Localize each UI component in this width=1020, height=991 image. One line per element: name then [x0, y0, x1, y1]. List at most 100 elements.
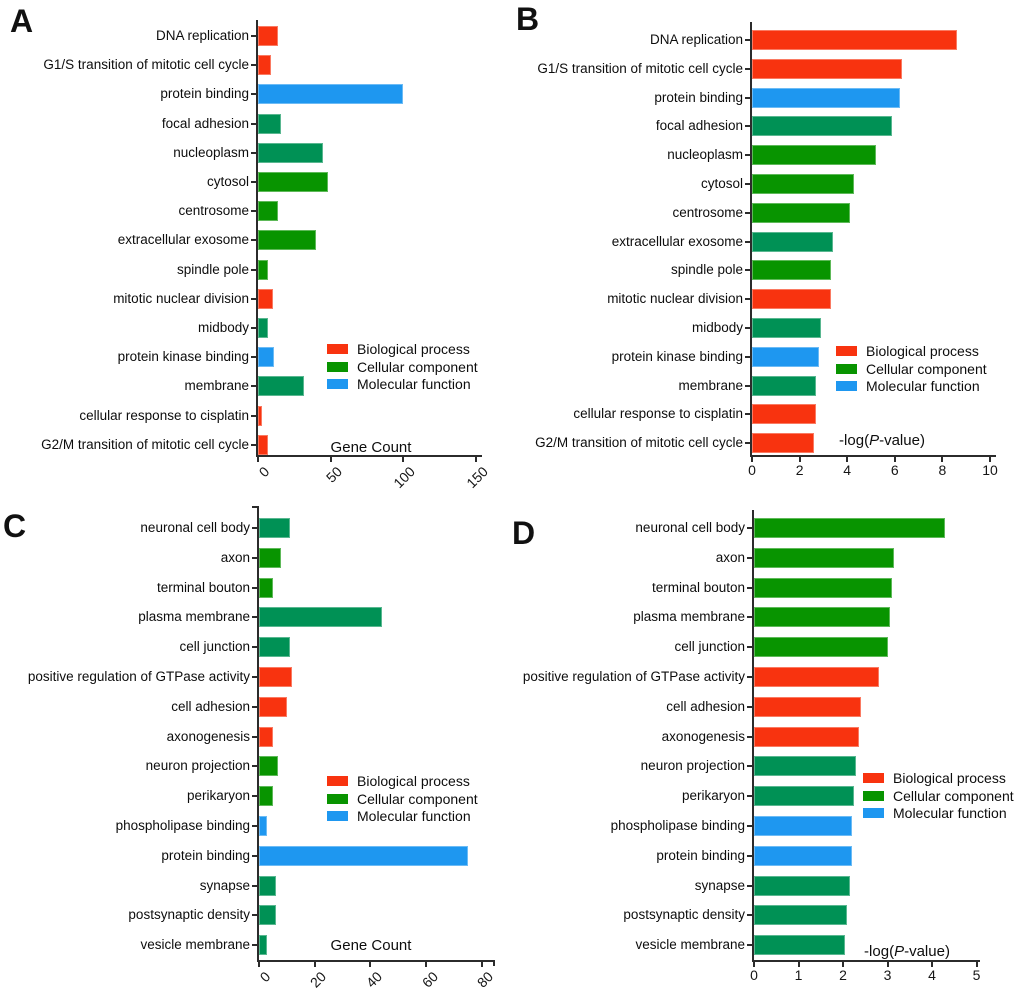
chart-c: neuronal cell body axon terminal bouton pla…: [0, 494, 510, 991]
category-label-mitotic-nuclear-division: mitotic nuclear division: [113, 290, 249, 306]
x-tick: [931, 962, 933, 967]
y-tick: [251, 151, 256, 154]
panel-d: D neuronal cell body axon terminal bouton p…: [510, 494, 1020, 987]
panel-letter-b: B: [516, 1, 540, 37]
x-tick: [941, 457, 944, 462]
category-label-nucleoplasm: nucleoplasm: [173, 144, 249, 160]
legend-label-cellular-component: Cellular component: [893, 787, 1014, 804]
x-tick: [753, 962, 755, 967]
x-tick-label: 0: [255, 463, 273, 481]
category-label-g1-s-transition-of-mitotic-cell-cycle: G1/S transition of mitotic cell cycle: [537, 60, 743, 76]
bar-g1-s-transition-of-mitotic-cell-cycle: [752, 58, 902, 79]
category-label-vesicle-membrane: vesicle membrane: [140, 937, 250, 953]
bar-phospholipase-binding: [259, 816, 267, 836]
x-tick: [975, 962, 978, 967]
legend-label-cellular-component: Cellular component: [357, 358, 478, 375]
category-label-terminal-bouton: terminal bouton: [651, 579, 745, 595]
y-tick: [251, 35, 256, 37]
y-tick: [745, 327, 750, 329]
y-tick: [747, 944, 752, 947]
y-tick: [251, 297, 256, 300]
y-tick: [745, 269, 750, 272]
panel-letter-c: C: [3, 508, 27, 544]
category-label-protein-binding: protein binding: [161, 847, 250, 863]
y-tick: [251, 239, 256, 242]
bar-extracellular-exosome: [752, 231, 833, 252]
y-tick: [747, 586, 752, 589]
category-label-axonogenesis: axonogenesis: [661, 728, 745, 744]
y-tick: [251, 414, 256, 417]
bar-positive-regulation-of-gtpase-activity: [754, 667, 879, 687]
y-tick: [252, 795, 257, 798]
x-axis-title: Gene Count: [330, 937, 412, 954]
legend-swatch-cellular-component: [863, 790, 884, 801]
category-label-phospholipase-binding: phospholipase binding: [610, 818, 745, 833]
bar-perikaryon: [754, 786, 854, 807]
category-label-cell-adhesion: cell adhesion: [171, 698, 250, 714]
bar-membrane: [752, 375, 816, 396]
panel-a: A DNA replication G1/S transition of mito…: [0, 0, 510, 494]
bar-vesicle-membrane: [259, 935, 267, 956]
category-label-perikaryon: perikaryon: [681, 788, 745, 804]
bar-cellular-response-to-cisplatin: [258, 405, 262, 426]
bar-axonogenesis: [754, 726, 859, 747]
x-tick-label: 0: [750, 967, 758, 983]
category-label-perikaryon: perikaryon: [186, 788, 250, 804]
y-tick: [747, 646, 752, 649]
bar-g2-m-transition-of-mitotic-cell-cycle: [752, 433, 814, 454]
legend-swatch-molecular-function: [327, 811, 348, 821]
category-label-dna-replication: DNA replication: [155, 28, 249, 43]
y-tick: [252, 735, 257, 738]
x-tick-label: 60: [418, 968, 441, 991]
bar-dna-replication: [752, 30, 957, 50]
x-tick: [846, 457, 849, 462]
bar-cell-junction: [259, 637, 290, 658]
x-tick: [474, 457, 477, 462]
x-tick: [886, 962, 889, 967]
bar-synapse: [259, 875, 276, 896]
category-label-cell-adhesion: cell adhesion: [666, 698, 745, 714]
bar-axon: [754, 547, 894, 568]
category-label-axon: axon: [220, 549, 250, 565]
bar-cell-adhesion: [754, 696, 861, 717]
category-label-postsynaptic-density: postsynaptic density: [623, 907, 745, 923]
chart-a: DNA replication G1/S transition of mitoti…: [0, 0, 510, 494]
category-label-protein-kinase-binding: protein kinase binding: [117, 349, 249, 365]
y-tick: [252, 854, 257, 857]
bar-vesicle-membrane: [754, 935, 845, 956]
x-axis-title: Gene Count: [330, 439, 412, 456]
bar-cytosol: [258, 172, 328, 192]
category-label-cytosol: cytosol: [700, 176, 743, 191]
bar-mitotic-nuclear-division: [752, 289, 831, 310]
category-label-protein-binding: protein binding: [654, 89, 743, 105]
x-tick: [313, 962, 316, 967]
legend-swatch-molecular-function: [863, 808, 884, 818]
x-tick: [797, 962, 800, 967]
category-label-g1-s-transition-of-mitotic-cell-cycle: G1/S transition of mitotic cell cycle: [43, 57, 249, 73]
x-tick: [842, 962, 844, 967]
y-tick: [747, 735, 752, 738]
bar-protein-binding: [258, 84, 403, 105]
chart-b: DNA replication G1/S transition of mitoti…: [510, 0, 1020, 494]
x-tick-label: 10: [982, 462, 998, 478]
y-tick: [252, 616, 257, 619]
x-tick-label: 8: [938, 462, 947, 478]
x-tick: [402, 457, 405, 462]
category-label-plasma-membrane: plasma membrane: [633, 609, 745, 625]
category-label-positive-regulation-of-gtpase-activity: positive regulation of GTPase activity: [27, 669, 250, 684]
bar-postsynaptic-density: [754, 905, 847, 926]
bar-focal-adhesion: [752, 116, 892, 137]
x-tick-label: 5: [972, 967, 981, 983]
legend-label-biological-process: Biological process: [866, 343, 979, 359]
y-tick: [747, 765, 752, 768]
y-tick: [252, 944, 257, 947]
bar-focal-adhesion: [258, 113, 281, 134]
bar-neuron-projection: [259, 756, 278, 777]
bar-cell-junction: [754, 637, 888, 658]
bar-protein-kinase-binding: [752, 346, 819, 367]
x-tick: [258, 962, 260, 967]
y-axis: [750, 22, 752, 457]
category-label-neuron-projection: neuron projection: [640, 758, 745, 774]
x-tick-label: 6: [890, 462, 899, 478]
y-tick: [745, 355, 750, 358]
